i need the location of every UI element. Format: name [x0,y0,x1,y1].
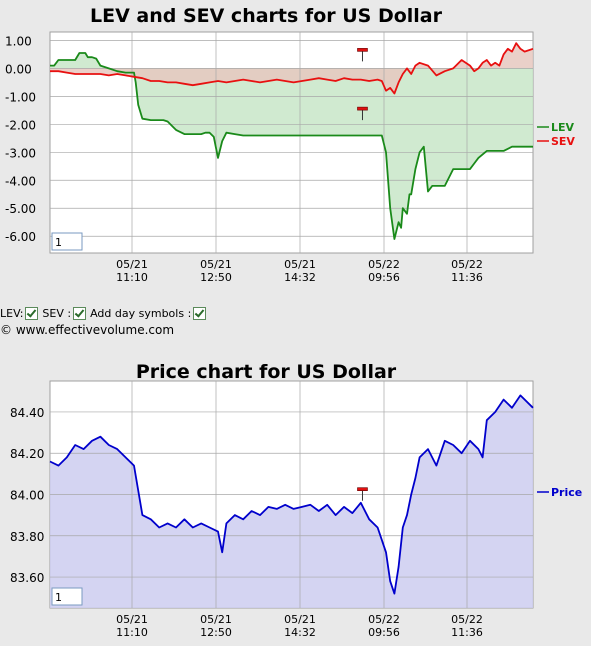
series-area [50,43,533,94]
x-tick-label-time: 14:32 [284,271,316,284]
lev-checkbox[interactable] [25,306,39,320]
x-tick-label-date: 05/21 [200,613,232,626]
series-line [50,42,534,95]
y-tick-label: 84.20 [10,447,44,461]
zoom-input[interactable] [51,232,83,251]
x-tick-label-date: 05/22 [368,258,400,271]
x-tick-label-date: 05/22 [451,258,483,271]
y-tick-label: 84.40 [10,406,44,420]
y-tick-label: -6.00 [5,230,36,244]
x-tick-label-time: 09:56 [368,626,400,639]
zoom-input-value: 1 [55,236,62,249]
chart-title: Price chart for US Dollar [136,361,397,383]
plot-area: 1.00 0.00 -1.00 -2.00 -3.00 -4.00 -5.00 -6.00 05… [5,31,575,284]
x-tick-label-time: 12:50 [200,271,232,284]
x-tick-label-time: 14:32 [284,626,316,639]
y-tick-label: -3.00 [5,146,36,160]
x-tick-label-date: 05/21 [284,613,316,626]
x-tick-label-time: 11:10 [116,271,148,284]
zoom-input[interactable] [51,587,83,606]
day-marker-flag [357,48,368,52]
sev-toggle-label: SEV : [42,306,72,320]
series-area [50,53,533,239]
sev-checkbox[interactable] [73,306,87,320]
x-tick-label-date: 05/21 [116,258,148,271]
x-tick-label-time: 11:36 [451,626,483,639]
day-marker-flag [357,487,368,491]
y-tick-label: 83.80 [10,530,44,544]
x-tick-label-time: 11:36 [451,271,483,284]
x-tick-label-date: 05/21 [116,613,148,626]
x-tick-label-time: 09:56 [368,271,400,284]
legend-label: LEV [551,121,575,134]
x-tick-label-date: 05/22 [368,613,400,626]
chart-title: LEV and SEV charts for US Dollar [90,5,443,27]
lev-sev-chart: LEV and SEV charts for US Dollar 1.00 0.0… [5,5,575,284]
day-marker-flag [357,106,368,111]
y-tick-label: 1.00 [5,34,32,48]
y-tick-label: -2.00 [5,118,36,132]
day-symbols-label: Add day symbols : [90,306,192,320]
plot-area: 84.4084.2084.0083.8083.6005/2111:1005/21… [10,380,582,639]
lev-toggle-label: LEV: [0,306,24,320]
x-tick-label-date: 05/21 [200,258,232,271]
y-tick-label: -4.00 [5,174,36,188]
series-line [50,52,533,240]
y-tick-label: 83.60 [10,571,44,585]
y-tick-label: -5.00 [5,202,36,216]
x-tick-label-time: 11:10 [116,626,148,639]
y-tick-label: 0.00 [5,62,32,76]
copyright-text: © www.effectivevolume.com [0,323,175,337]
y-tick-label: -1.00 [5,90,36,104]
x-tick-label-date: 05/22 [451,613,483,626]
chart-controls: LEV: SEV : Add day symbols : [0,305,210,321]
x-tick-label-date: 05/21 [284,258,316,271]
series-line [49,394,534,595]
series-area [50,395,533,608]
y-tick-label: 84.00 [10,489,44,503]
legend-label: SEV [551,135,575,148]
day-symbols-checkbox[interactable] [193,306,207,320]
legend-label: Price [551,486,582,499]
x-tick-label-time: 12:50 [200,626,232,639]
zoom-input-value: 1 [55,591,62,604]
price-chart: Price chart for US Dollar 84.40 84.20 84.0… [10,361,582,639]
